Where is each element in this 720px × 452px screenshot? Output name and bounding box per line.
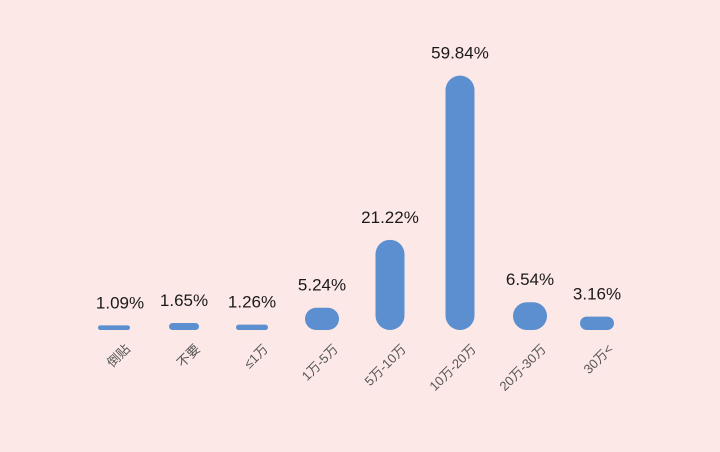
category-labels-group: 倒贴 不要 ≤1万 1万-5万 5万-10万 10万-20万 20万-30万 30万< xyxy=(104,341,616,394)
data-label-8: 3.16% xyxy=(573,285,621,304)
bar-2 xyxy=(169,322,199,330)
category-label-3: ≤1万 xyxy=(241,341,271,371)
bar-4 xyxy=(305,307,339,330)
category-label-8: 30万< xyxy=(581,341,616,376)
data-label-2: 1.65% xyxy=(160,291,208,310)
bar-1 xyxy=(98,325,130,330)
data-label-6: 59.84% xyxy=(431,44,489,63)
data-label-4: 5.24% xyxy=(298,276,346,295)
category-label-7: 20万-30万 xyxy=(496,341,549,394)
data-labels-group: 1.09% 1.65% 1.26% 5.24% 21.22% 59.84% 6.54% 3.1… xyxy=(96,44,621,313)
category-label-4: 1万-5万 xyxy=(299,341,341,383)
data-label-7: 6.54% xyxy=(506,270,554,289)
data-label-3: 1.26% xyxy=(228,293,276,312)
bar-3 xyxy=(236,324,268,330)
category-label-2: 不要 xyxy=(174,341,203,370)
data-label-1: 1.09% xyxy=(96,293,144,312)
bar-6 xyxy=(445,75,475,331)
category-label-6: 10万-20万 xyxy=(426,341,479,394)
category-label-5: 5万-10万 xyxy=(362,341,409,388)
category-label-1: 倒贴 xyxy=(104,341,133,370)
data-label-5: 21.22% xyxy=(361,208,419,227)
bar-5 xyxy=(375,239,405,330)
bar-7 xyxy=(513,302,547,330)
bar-8 xyxy=(580,316,614,330)
bars-group xyxy=(98,75,614,331)
